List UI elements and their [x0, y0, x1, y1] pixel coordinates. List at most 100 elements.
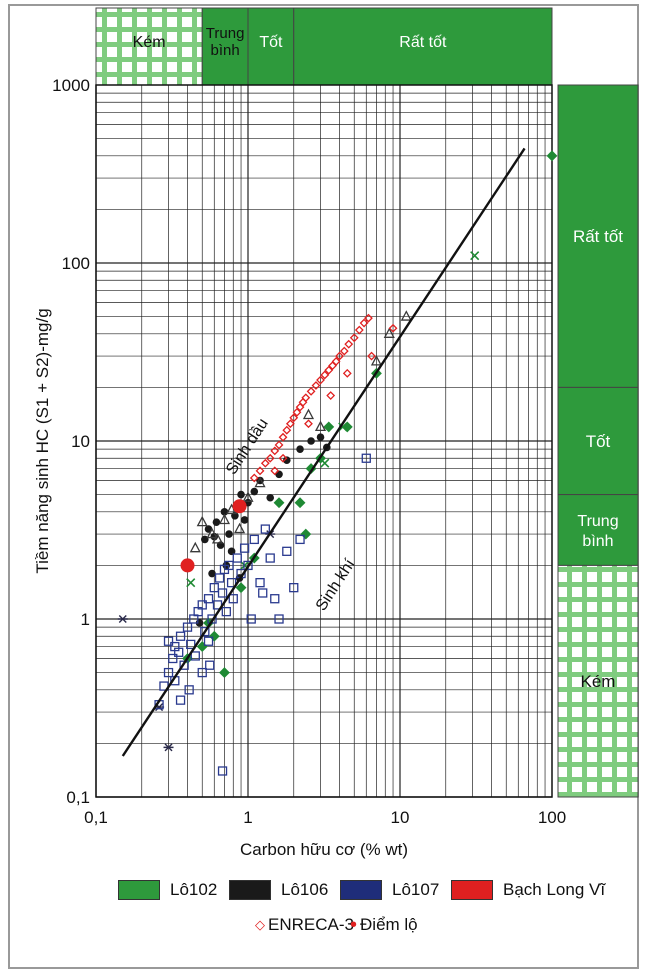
- data-point-diamond: [320, 370, 330, 380]
- data-point-triangle: [196, 515, 208, 527]
- data-point-diamond: [546, 150, 558, 162]
- data-point-square: [289, 583, 299, 593]
- data-point-diamond: [354, 325, 364, 335]
- data-point-triangle: [302, 408, 315, 420]
- data-point-circle: [250, 487, 259, 496]
- data-point-diamond: [339, 346, 349, 356]
- data-point-triangle: [370, 355, 383, 366]
- data-point-triangle: [242, 491, 254, 502]
- data-point-diamond: [274, 440, 284, 450]
- data-point-circle: [208, 569, 216, 578]
- data-point-square: [217, 766, 228, 776]
- x-tick-label: 0,1: [84, 808, 108, 827]
- data-point-diamond: [249, 473, 259, 483]
- data-point-square: [224, 560, 234, 571]
- y-ticks: 0,1 1 10 100 1000: [52, 76, 90, 807]
- right-scale-label: Rất tốt: [573, 227, 623, 246]
- data-point-square: [200, 626, 210, 637]
- top-scale-segment: [201, 7, 249, 86]
- data-point-square: [270, 594, 280, 604]
- series-group: [249, 313, 398, 483]
- data-point-diamond: [349, 333, 359, 343]
- data-point-square: [258, 588, 268, 598]
- y-tick-label: 10: [71, 432, 90, 451]
- right-scale-label: Trung: [577, 513, 618, 530]
- data-point-triangle: [254, 476, 266, 488]
- data-point-diamond: [331, 356, 341, 366]
- data-point-square: [184, 685, 194, 695]
- data-point-square: [361, 453, 371, 463]
- data-point-square: [214, 573, 225, 583]
- y-tick-label: 100: [62, 254, 90, 273]
- data-point-triangle: [189, 541, 201, 553]
- data-point-triangle: [218, 513, 231, 525]
- data-point-big-circle: [232, 499, 247, 514]
- legend-item-diem-lo: • Điểm lộ: [350, 910, 418, 940]
- legend-swatch-lo106: [229, 880, 271, 900]
- right-scale-label: Kém: [581, 672, 616, 691]
- x-tick-label: 10: [391, 808, 410, 827]
- data-point-square: [226, 578, 237, 588]
- top-scale-label: Tốt: [259, 34, 283, 51]
- data-point-square: [197, 667, 207, 678]
- data-point-diamond: [270, 446, 280, 456]
- right-scale-label: Tốt: [586, 432, 611, 451]
- data-point-triangle: [400, 310, 412, 321]
- data-point-square: [255, 578, 265, 588]
- top-scale-label: Rất tốt: [399, 34, 447, 51]
- series-group: [180, 499, 247, 573]
- legend-label-diem-lo: Điểm lộ: [360, 915, 418, 934]
- legend-label-lo106: Lô106: [281, 880, 329, 899]
- series-group: [182, 150, 558, 679]
- data-point-square: [243, 560, 253, 571]
- data-point-square: [239, 543, 250, 553]
- y-axis-title: Tiềm năng sinh HC (S1 + S2)-mg/g: [33, 308, 52, 573]
- data-points: [117, 150, 558, 776]
- data-point-square: [168, 653, 178, 664]
- series-group: [154, 453, 371, 776]
- data-point-square: [260, 524, 270, 534]
- series-group: [189, 310, 412, 553]
- x-tick-label: 1: [243, 808, 252, 827]
- data-point-circle: [266, 493, 275, 502]
- data-point-circle: [201, 535, 209, 544]
- data-point-diamond: [292, 407, 302, 417]
- data-point-big-circle: [180, 558, 195, 573]
- data-point-circle: [296, 445, 304, 453]
- data-point-circle: [225, 530, 233, 538]
- x-ticks: 0,1 1 10 100: [84, 808, 566, 827]
- data-point-x: [186, 578, 196, 588]
- data-point-diamond: [359, 318, 369, 328]
- data-point-diamond: [273, 497, 285, 509]
- data-point-square: [163, 667, 174, 678]
- data-point-circle: [227, 547, 236, 556]
- data-point-diamond: [326, 391, 336, 400]
- data-point-circle: [283, 456, 291, 465]
- data-point-diamond: [278, 453, 288, 463]
- data-point-circle: [237, 490, 245, 499]
- data-point-circle: [316, 433, 325, 442]
- data-point-diamond: [301, 393, 311, 403]
- data-point-circle: [275, 470, 283, 479]
- top-scale-segment: [293, 7, 553, 86]
- top-scale-label: Trung: [206, 25, 245, 42]
- data-point-triangle: [206, 527, 218, 539]
- data-point-square: [175, 695, 186, 705]
- data-point-square: [221, 606, 231, 617]
- y-tick-label: 0,1: [66, 788, 90, 807]
- legend-item-lo107: Lô107: [340, 875, 439, 905]
- data-point-diamond: [282, 425, 292, 435]
- right-scale-band: Rất tốt Tốt Trung bình Kém: [557, 84, 639, 798]
- data-point-diamond: [255, 466, 265, 476]
- y-tick-label: 1: [81, 610, 90, 629]
- data-point-square: [182, 622, 193, 632]
- data-point-square: [232, 553, 242, 563]
- data-point-diamond: [364, 313, 373, 323]
- data-point-diamond: [306, 386, 316, 396]
- data-point-square: [265, 553, 275, 563]
- right-scale-label: bình: [582, 533, 613, 550]
- data-point-diamond: [388, 323, 398, 333]
- legend-label-lo102: Lô102: [170, 880, 218, 899]
